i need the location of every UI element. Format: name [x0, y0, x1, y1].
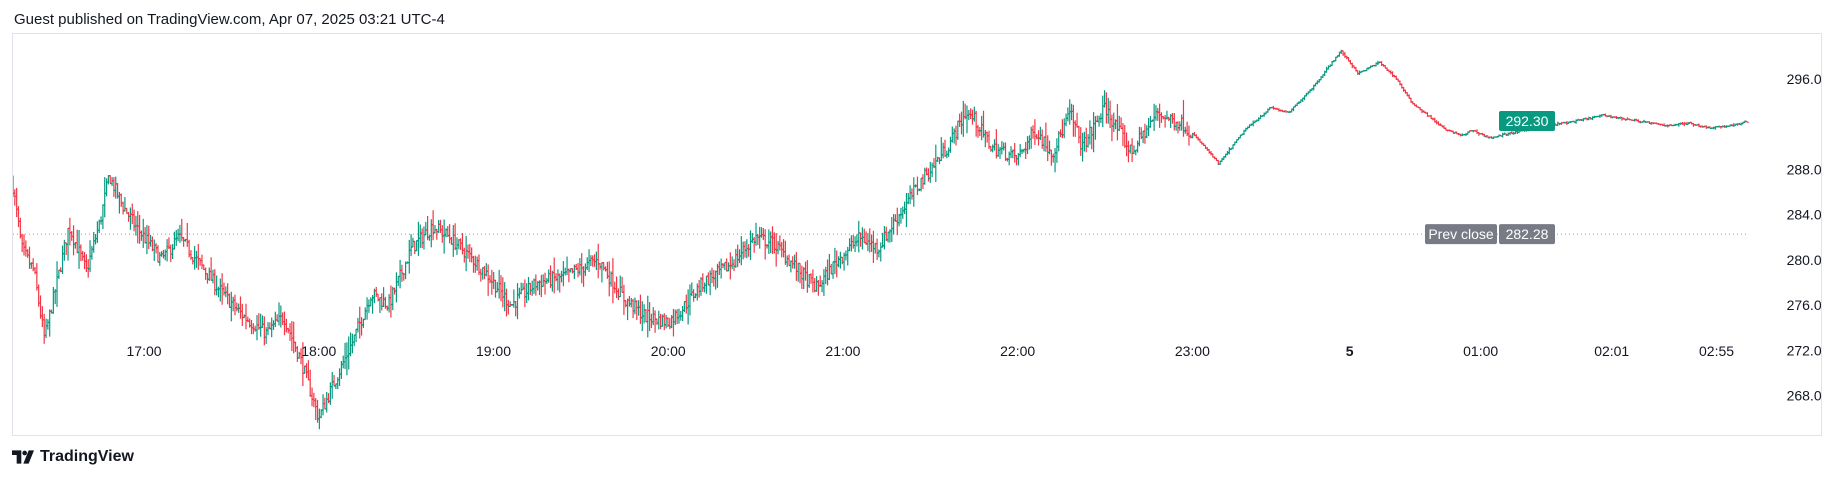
- footer: TradingView: [12, 446, 134, 468]
- x-tick-label: 5: [1346, 343, 1354, 359]
- current-price-badge: 292.30: [1499, 110, 1555, 131]
- ohlc-bar: [915, 176, 920, 196]
- ohlc-bar: [1032, 119, 1037, 145]
- ohlc-bar: [1744, 120, 1749, 123]
- x-tick-label: 02:55: [1699, 343, 1734, 359]
- y-tick-label: 288.00: [1787, 162, 1821, 178]
- x-tick-label: 19:00: [476, 343, 511, 359]
- y-tick-label: 272.00: [1787, 342, 1821, 358]
- x-tick-label: 02:01: [1594, 343, 1629, 359]
- x-tick-label: 01:00: [1463, 343, 1498, 359]
- prev-close-value: 282.28: [1506, 226, 1549, 242]
- x-tick-label: 17:00: [127, 343, 162, 359]
- published-header: Guest published on TradingView.com, Apr …: [14, 11, 445, 28]
- y-tick-label: 268.00: [1787, 387, 1821, 403]
- tradingview-brand[interactable]: TradingView: [40, 448, 134, 465]
- x-tick-label: 22:00: [1000, 343, 1035, 359]
- y-tick-label: 296.00: [1787, 71, 1821, 87]
- current-price-value: 292.30: [1506, 113, 1549, 129]
- y-tick-label: 284.00: [1787, 207, 1821, 223]
- x-tick-label: 18:00: [301, 343, 336, 359]
- y-tick-label: 276.00: [1787, 297, 1821, 313]
- prev-close-badge: Prev close 282.28: [1425, 224, 1555, 245]
- price-chart[interactable]: 268.00 272.00 276.00 280.00 284.00 288.00 296.…: [13, 34, 1821, 435]
- prev-close-label: Prev close: [1428, 226, 1494, 242]
- x-tick-label: 21:00: [825, 343, 860, 359]
- tradingview-logo-icon[interactable]: [12, 450, 36, 464]
- chart-pane[interactable]: 268.00 272.00 276.00 280.00 284.00 288.00 296.…: [12, 33, 1822, 436]
- x-tick-label: 23:00: [1175, 343, 1210, 359]
- y-tick-label: 280.00: [1787, 252, 1821, 268]
- x-tick-label: 20:00: [651, 343, 686, 359]
